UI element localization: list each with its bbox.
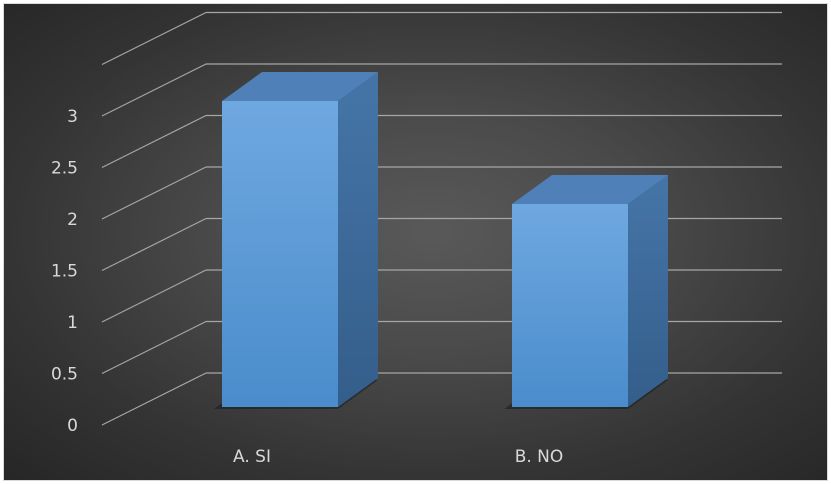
y-tick-label: 3 xyxy=(67,107,78,127)
y-tick-label: 2.5 xyxy=(51,159,78,179)
gridlines xyxy=(101,11,782,426)
gridline xyxy=(101,166,782,220)
bars xyxy=(214,72,668,409)
gridline xyxy=(101,320,782,375)
gridline xyxy=(101,372,782,426)
x-axis-labels: A. SI B. NO xyxy=(233,447,563,467)
y-tick-label: 1 xyxy=(67,313,78,333)
x-category-label: B. NO xyxy=(515,447,564,467)
x-category-label: A. SI xyxy=(233,447,271,467)
gridline xyxy=(101,269,782,323)
gridline xyxy=(101,217,782,272)
y-tick-label: 1.5 xyxy=(51,262,78,282)
bar xyxy=(214,72,378,409)
y-tick-label: 0 xyxy=(67,416,78,436)
gridline xyxy=(101,114,782,169)
chart-area: 0 0.5 1 1.5 2 2.5 3 A. SI B. NO xyxy=(3,3,828,481)
bar xyxy=(504,175,668,409)
y-tick-label: 0.5 xyxy=(51,365,78,385)
gridline xyxy=(101,63,782,117)
y-tick-label: 2 xyxy=(67,210,78,230)
bar-chart: 0 0.5 1 1.5 2 2.5 3 A. SI B. NO xyxy=(51,11,782,467)
gridline xyxy=(101,11,782,66)
y-axis-ticks: 0 0.5 1 1.5 2 2.5 3 xyxy=(51,107,78,436)
